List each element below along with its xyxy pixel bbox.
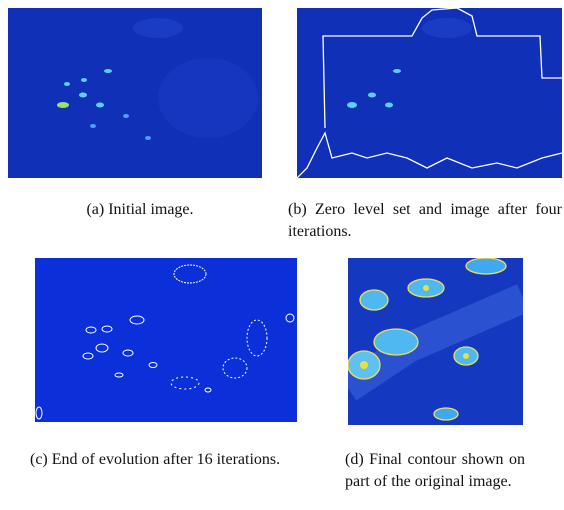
caption-c: (c) End of evolution after 16 iterations… — [30, 449, 302, 471]
level-set-image — [297, 8, 562, 178]
evolution-image — [35, 258, 297, 422]
caption-b: (b) Zero level set and image after four … — [288, 199, 562, 243]
caption-a: (a) Initial image. — [40, 199, 240, 221]
initial-image — [8, 8, 262, 178]
caption-d: (d) Final contour shown on part of the o… — [345, 449, 525, 493]
figure-page: (a) Initial image. (b) Zero level set an… — [0, 0, 564, 510]
final-contour-image — [348, 258, 523, 425]
